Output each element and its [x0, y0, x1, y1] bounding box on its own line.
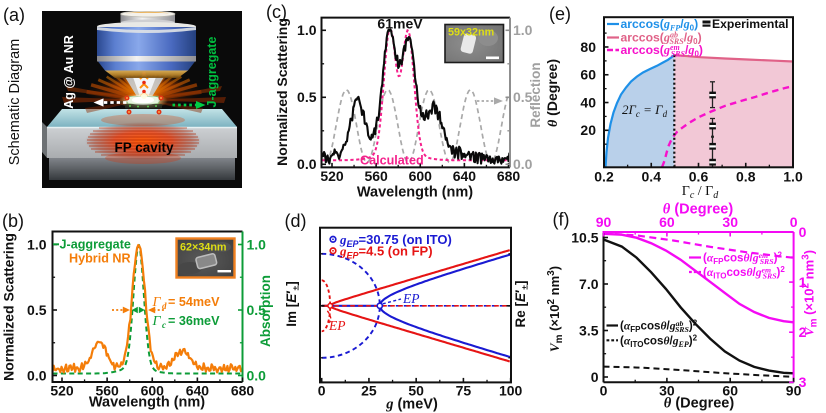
svg-text:(f): (f) [553, 210, 570, 230]
svg-text:80: 80 [580, 39, 596, 55]
svg-text:(a): (a) [3, 5, 25, 25]
svg-text:560: 560 [95, 383, 119, 399]
svg-text:1.0: 1.0 [513, 22, 533, 38]
svg-text:61meV: 61meV [377, 16, 423, 32]
svg-text:1.0: 1.0 [27, 236, 47, 252]
svg-text:EP: EP [328, 318, 346, 333]
svg-text:Wavelength (nm): Wavelength (nm) [89, 395, 205, 411]
svg-text:0: 0 [790, 214, 798, 230]
svg-text:Vm (×102 nm3): Vm (×102 nm3) [801, 250, 820, 336]
svg-text:0.5: 0.5 [513, 89, 533, 105]
svg-text:0.6: 0.6 [689, 169, 709, 185]
svg-text:30: 30 [722, 214, 738, 230]
svg-text:g (meV): g (meV) [385, 397, 438, 413]
svg-text:(c): (c) [266, 2, 287, 22]
svg-text:1.0: 1.0 [297, 22, 317, 38]
svg-text:Γ: Γ [152, 314, 162, 329]
svg-text:Reflection: Reflection [528, 62, 543, 127]
svg-text:Wavelength (nm): Wavelength (nm) [357, 185, 473, 201]
svg-text:520: 520 [50, 383, 74, 399]
svg-text:0.5: 0.5 [297, 89, 317, 105]
svg-text:FP cavity: FP cavity [114, 140, 174, 155]
svg-text:= 36meV: = 36meV [168, 314, 220, 328]
svg-text:640: 640 [453, 168, 477, 184]
svg-text:0.5: 0.5 [27, 302, 47, 318]
svg-text:Experimental: Experimental [712, 17, 789, 31]
svg-text:680: 680 [497, 168, 521, 184]
svg-text:90: 90 [596, 214, 612, 230]
svg-text:0: 0 [591, 369, 599, 385]
svg-text:10.5: 10.5 [571, 229, 598, 245]
svg-text:0.2: 0.2 [594, 169, 614, 185]
svg-text:1.0: 1.0 [247, 236, 267, 252]
svg-text:Ag @ Au NR: Ag @ Au NR [62, 35, 76, 109]
svg-text:θ (Degree): θ (Degree) [664, 396, 735, 412]
svg-text:Γ: Γ [152, 295, 162, 310]
svg-text:θ (Degree): θ (Degree) [663, 202, 734, 218]
svg-text:Schematic Diagram: Schematic Diagram [7, 39, 23, 166]
svg-text:62×34nm: 62×34nm [180, 242, 227, 254]
svg-text:30: 30 [659, 383, 675, 399]
svg-text:25: 25 [361, 383, 377, 399]
svg-text:600: 600 [409, 168, 433, 184]
svg-text:50: 50 [408, 383, 424, 399]
svg-text:gEP=4.5 (on FP): gEP=4.5 (on FP) [339, 243, 433, 260]
svg-text:90: 90 [786, 383, 802, 399]
svg-text:Absorption: Absorption [258, 275, 273, 347]
svg-text:0.4: 0.4 [642, 169, 662, 185]
svg-text:75: 75 [456, 383, 472, 399]
svg-text:Normalized Scattering: Normalized Scattering [274, 18, 290, 166]
svg-text:(e): (e) [549, 4, 571, 24]
svg-text:640: 640 [186, 383, 210, 399]
svg-text:0.5: 0.5 [247, 302, 267, 318]
svg-text:0.8: 0.8 [736, 169, 756, 185]
svg-text:600: 600 [141, 383, 165, 399]
svg-text:680: 680 [231, 383, 255, 399]
svg-text:Vm (×102 nm3): Vm (×102 nm3) [546, 266, 565, 352]
svg-text:0: 0 [318, 383, 326, 399]
svg-text:3: 3 [799, 374, 807, 390]
svg-text:J-aggregate: J-aggregate [205, 37, 219, 108]
svg-text:Hybrid NR: Hybrid NR [69, 252, 131, 266]
svg-text:d: d [162, 301, 167, 311]
svg-text:3.5: 3.5 [579, 322, 599, 338]
svg-text:1.0: 1.0 [783, 169, 803, 185]
svg-text:(d): (d) [285, 211, 307, 231]
svg-text:100: 100 [499, 383, 523, 399]
svg-text:J-aggregate: J-aggregate [60, 238, 131, 252]
svg-text:(b): (b) [2, 211, 24, 231]
svg-text:0.0: 0.0 [513, 156, 533, 172]
svg-text:0.0: 0.0 [247, 367, 267, 383]
svg-text:EP: EP [402, 291, 420, 306]
svg-text:2: 2 [799, 324, 807, 340]
svg-text:0: 0 [799, 224, 807, 240]
svg-text:θ (Degree): θ (Degree) [544, 59, 561, 127]
svg-text:60: 60 [722, 383, 738, 399]
svg-text:1: 1 [799, 274, 807, 290]
svg-text:60: 60 [580, 67, 596, 83]
svg-text:40: 40 [580, 94, 596, 110]
svg-text:7.0: 7.0 [579, 276, 599, 292]
svg-text:560: 560 [364, 168, 388, 184]
svg-text:59x32nm: 59x32nm [448, 27, 494, 39]
svg-text:0.0: 0.0 [297, 156, 317, 172]
svg-text:2Γc = Γd: 2Γc = Γd [622, 102, 668, 119]
svg-text:0: 0 [600, 383, 608, 399]
svg-text:Normalized Scattering: Normalized Scattering [1, 233, 17, 381]
svg-text:c: c [162, 320, 166, 330]
svg-text:20: 20 [580, 122, 596, 138]
svg-text:Im [E′±]: Im [E′±] [284, 281, 301, 326]
svg-text:Calculated: Calculated [360, 154, 424, 168]
svg-text:520: 520 [320, 168, 344, 184]
svg-text:Re [E′±]: Re [E′±] [513, 281, 530, 328]
svg-text:gEP=30.75 (on ITO): gEP=30.75 (on ITO) [339, 232, 452, 249]
svg-text:60: 60 [659, 214, 675, 230]
svg-text:= 54meV: = 54meV [168, 295, 220, 309]
svg-text:0.0: 0.0 [27, 367, 47, 383]
